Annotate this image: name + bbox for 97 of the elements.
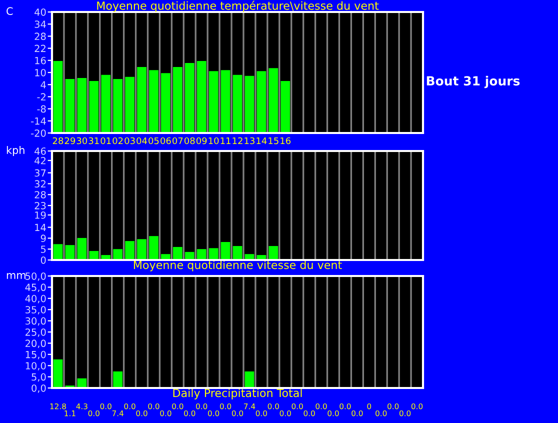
- bar: [268, 68, 278, 133]
- y-tick-label: 5,0: [32, 373, 46, 382]
- y-tick-label: -8: [37, 105, 46, 113]
- bar: [208, 71, 218, 133]
- bar: [161, 73, 170, 133]
- x-tick-label: 10: [208, 137, 219, 144]
- y-tick-label: 40,0: [25, 294, 46, 304]
- bar: [65, 78, 75, 133]
- y-tick-label: 19: [35, 211, 46, 219]
- bar: [232, 74, 242, 133]
- bar: [172, 67, 182, 133]
- bar: [244, 371, 254, 388]
- bar: [280, 80, 290, 133]
- bar: [53, 244, 63, 260]
- bar: [101, 74, 111, 133]
- y-tick-label: 22: [34, 44, 46, 52]
- bar: [244, 76, 254, 133]
- bar: [137, 239, 146, 260]
- y-tick-label: 30,0: [26, 317, 46, 326]
- x-tick-label: 11: [220, 137, 230, 144]
- y-tick-label: 28: [34, 32, 46, 40]
- bar: [172, 246, 182, 260]
- x-tick-label: 08: [184, 137, 195, 144]
- y-tick-label: -14: [31, 118, 46, 125]
- bar: [125, 241, 134, 260]
- y-tick-label: -2: [37, 93, 46, 100]
- y-tick-label: 9: [40, 234, 46, 242]
- y-tick-label: 0: [40, 256, 46, 264]
- text: Bout 31 jours: [426, 76, 520, 88]
- y-tick-label: 42: [34, 156, 46, 164]
- y-tick-label: 40: [34, 8, 46, 16]
- bar: [196, 249, 206, 260]
- bar: [53, 359, 63, 388]
- bar: [137, 67, 146, 133]
- x-tick-label: 28: [52, 137, 64, 144]
- x-axis-title: Moyenne quotidienne vitesse du vent: [134, 260, 342, 272]
- y-tick-label: 45,0: [25, 284, 46, 292]
- bar: [196, 61, 206, 133]
- bar: [53, 61, 63, 133]
- y-tick-label: 35,0: [26, 306, 46, 314]
- y-tick-label: 4: [40, 81, 46, 88]
- y-tick-label: 32: [34, 180, 46, 188]
- y-axis-title: C: [6, 7, 13, 16]
- y-tick-label: 20,0: [26, 340, 46, 348]
- y-tick-label: 50,0: [26, 272, 46, 281]
- x-tick-label: 09: [196, 137, 207, 144]
- bar: [184, 63, 194, 133]
- bar: [113, 249, 122, 260]
- bar: [113, 78, 122, 133]
- y-tick-label: 0,0: [32, 384, 46, 393]
- y-tick-label: 5: [41, 246, 46, 253]
- x-tick-label: 06: [160, 137, 171, 144]
- bar: [208, 248, 218, 260]
- x-tick-label: 29: [64, 137, 76, 144]
- y-tick-label: 34: [34, 20, 46, 28]
- y-tick-label: -20: [31, 129, 46, 137]
- x-tick-label: 02: [112, 137, 123, 144]
- bar: [77, 78, 87, 133]
- x-tick-label: 12: [232, 137, 242, 144]
- y-tick-label: 28: [34, 191, 46, 198]
- x-tick-label: 13: [244, 137, 254, 144]
- x-tick-label: 01: [100, 137, 111, 144]
- bar: [125, 76, 134, 133]
- y-axis-title: mm: [6, 273, 26, 279]
- x-axis-title: Daily Precipitation Total: [173, 388, 302, 400]
- bar: [65, 245, 75, 260]
- bar: [77, 238, 87, 260]
- bar: [89, 80, 99, 133]
- x-tick-label: 14: [256, 137, 267, 144]
- y-tick-label: 15,0: [26, 350, 46, 360]
- y-axis-title: kph: [6, 146, 24, 156]
- x-tick-label: 15: [268, 137, 278, 144]
- bar: [232, 246, 242, 260]
- x-tick-label: 31: [88, 137, 99, 144]
- x-tick-label: 03: [124, 137, 135, 144]
- y-tick-label: 14: [35, 224, 46, 231]
- y-tick-label: 37: [34, 169, 46, 177]
- x-tick-label: 30: [76, 137, 88, 144]
- x-tick-label: 05: [148, 137, 159, 144]
- bar: [89, 250, 99, 260]
- y-tick-label: 10,0: [26, 362, 46, 370]
- bar: [113, 371, 122, 388]
- y-tick-label: 25,0: [26, 328, 46, 337]
- chart-title: Moyenne quotidienne température\vitesse du vent: [97, 0, 379, 12]
- y-tick-label: 16: [35, 56, 46, 64]
- bar: [220, 70, 230, 133]
- x-tick-label: 16: [280, 137, 291, 144]
- bar: [268, 246, 278, 260]
- bar: [149, 236, 158, 260]
- bar: [256, 71, 266, 133]
- y-tick-label: 23: [34, 202, 46, 210]
- y-tick-label: 10: [35, 68, 46, 76]
- x-tick-label: 07: [172, 137, 183, 144]
- bar: [220, 242, 230, 260]
- bar: [149, 70, 158, 133]
- y-tick-label: 46: [34, 147, 46, 155]
- x-tick-label: 04: [136, 137, 147, 144]
